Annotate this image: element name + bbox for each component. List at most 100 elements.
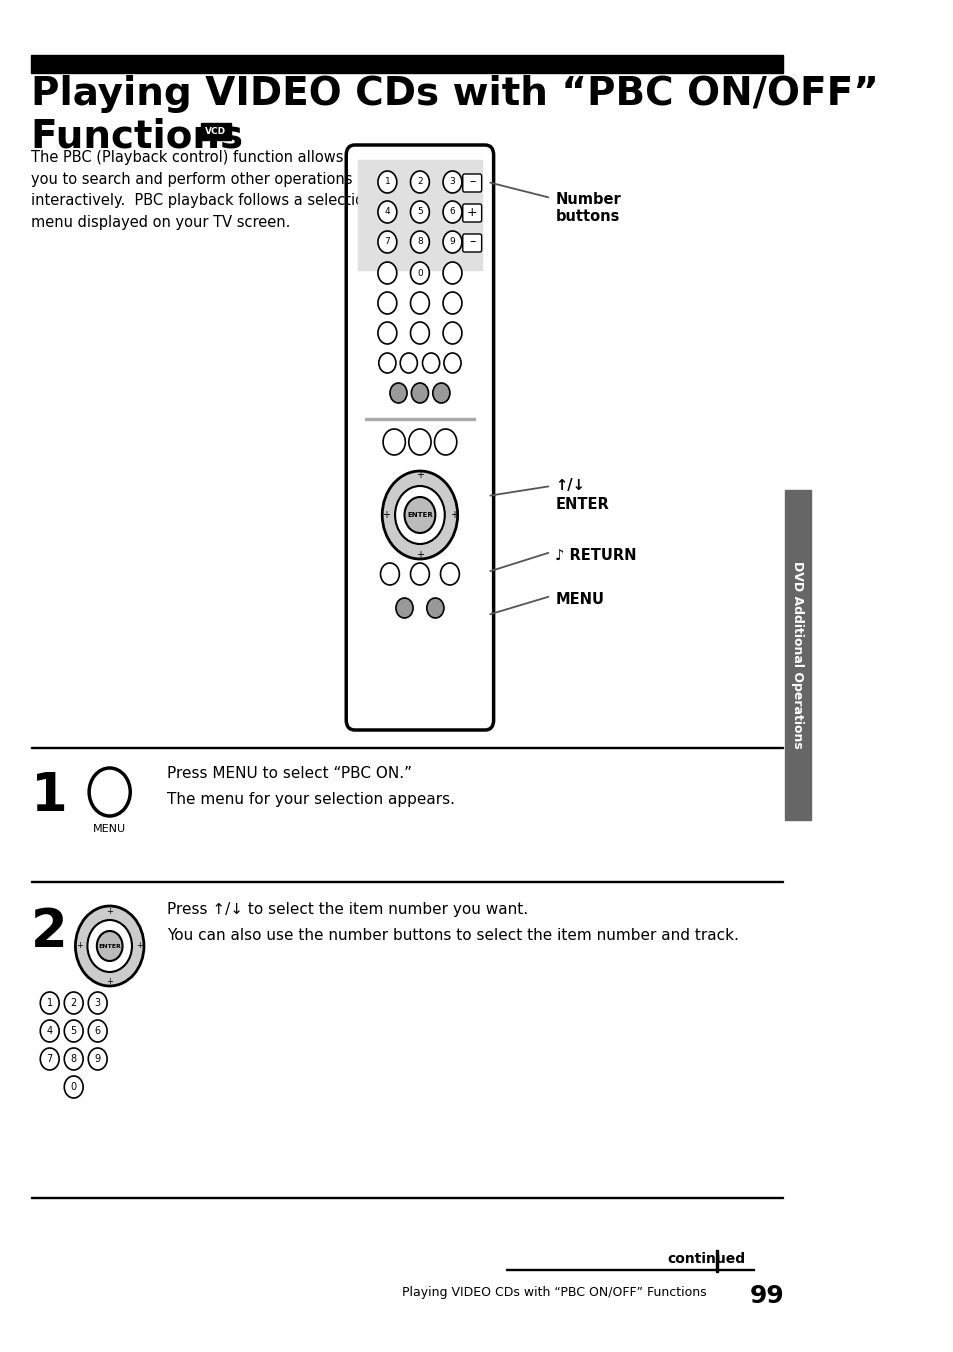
Text: MENU: MENU — [93, 823, 126, 834]
Text: –: – — [469, 176, 475, 188]
Text: 5: 5 — [71, 1026, 77, 1036]
Circle shape — [442, 170, 461, 193]
Text: Playing VIDEO CDs with “PBC ON/OFF” Functions: Playing VIDEO CDs with “PBC ON/OFF” Func… — [401, 1286, 705, 1299]
Circle shape — [377, 170, 396, 193]
Circle shape — [404, 498, 435, 533]
Bar — [30, 55, 782, 73]
Text: 6: 6 — [449, 207, 455, 216]
FancyBboxPatch shape — [346, 145, 493, 730]
Circle shape — [442, 231, 461, 253]
Circle shape — [89, 768, 131, 817]
Bar — [365, 418, 475, 420]
Text: 9: 9 — [94, 1055, 101, 1064]
Circle shape — [377, 201, 396, 223]
Text: 99: 99 — [749, 1284, 783, 1307]
Circle shape — [410, 322, 429, 343]
Text: 7: 7 — [384, 238, 390, 246]
Text: DVD Additional Operations: DVD Additional Operations — [791, 561, 803, 749]
Circle shape — [442, 262, 461, 284]
FancyBboxPatch shape — [462, 234, 481, 251]
Text: 1: 1 — [47, 998, 52, 1009]
Text: VCD: VCD — [205, 127, 226, 135]
FancyBboxPatch shape — [462, 204, 481, 222]
Text: 8: 8 — [416, 238, 422, 246]
Text: 0: 0 — [71, 1082, 76, 1092]
Text: ↑/↓
ENTER: ↑/↓ ENTER — [555, 479, 608, 511]
FancyBboxPatch shape — [462, 174, 481, 192]
Circle shape — [411, 383, 428, 403]
Circle shape — [377, 231, 396, 253]
Circle shape — [377, 322, 396, 343]
Text: 9: 9 — [449, 238, 455, 246]
Text: Press ↑/↓ to select the item number you want.: Press ↑/↓ to select the item number you … — [167, 902, 528, 917]
Bar — [505, 1268, 754, 1270]
Text: +: + — [416, 550, 423, 560]
Circle shape — [40, 1019, 59, 1042]
Circle shape — [383, 429, 405, 456]
Bar — [716, 1251, 717, 1272]
Circle shape — [422, 353, 439, 373]
Text: Press MENU to select “PBC ON.”: Press MENU to select “PBC ON.” — [167, 767, 412, 781]
Circle shape — [88, 919, 132, 972]
Circle shape — [442, 292, 461, 314]
Text: +: + — [466, 206, 477, 219]
Circle shape — [89, 992, 107, 1014]
Circle shape — [440, 562, 458, 585]
Circle shape — [434, 429, 456, 456]
Text: MENU: MENU — [555, 592, 603, 607]
Text: +: + — [381, 510, 389, 521]
Text: continued: continued — [667, 1252, 745, 1265]
Circle shape — [40, 1048, 59, 1069]
Circle shape — [442, 201, 461, 223]
Text: +: + — [136, 941, 143, 950]
Text: ♪ RETURN: ♪ RETURN — [555, 548, 637, 562]
Text: –: – — [469, 235, 475, 249]
Circle shape — [410, 170, 429, 193]
Circle shape — [400, 353, 416, 373]
Circle shape — [64, 1019, 83, 1042]
Circle shape — [390, 383, 407, 403]
Text: You can also use the number buttons to select the item number and track.: You can also use the number buttons to s… — [167, 927, 739, 942]
Text: 6: 6 — [94, 1026, 101, 1036]
Bar — [30, 746, 782, 748]
Text: The PBC (Playback control) function allows
you to search and perform other opera: The PBC (Playback control) function allo… — [30, 150, 373, 230]
Circle shape — [75, 906, 144, 986]
Circle shape — [89, 1048, 107, 1069]
Bar — [784, 489, 810, 821]
Circle shape — [89, 1019, 107, 1042]
Circle shape — [64, 992, 83, 1014]
Circle shape — [380, 562, 399, 585]
Circle shape — [410, 201, 429, 223]
Circle shape — [377, 292, 396, 314]
Text: +: + — [76, 941, 83, 950]
Text: Playing VIDEO CDs with “PBC ON/OFF”: Playing VIDEO CDs with “PBC ON/OFF” — [30, 74, 878, 114]
Circle shape — [97, 932, 122, 961]
Text: The menu for your selection appears.: The menu for your selection appears. — [167, 792, 455, 807]
Text: 1: 1 — [384, 177, 390, 187]
Bar — [30, 1197, 782, 1198]
Text: Functions: Functions — [30, 118, 270, 155]
Text: +: + — [450, 510, 457, 521]
Circle shape — [442, 322, 461, 343]
Circle shape — [378, 353, 395, 373]
Circle shape — [377, 262, 396, 284]
Text: Number
buttons: Number buttons — [555, 192, 620, 224]
Text: 3: 3 — [94, 998, 101, 1009]
Circle shape — [64, 1076, 83, 1098]
Text: +: + — [106, 976, 113, 986]
Text: 5: 5 — [416, 207, 422, 216]
Text: 8: 8 — [71, 1055, 76, 1064]
Circle shape — [410, 562, 429, 585]
Text: 0: 0 — [416, 269, 422, 277]
Text: 1: 1 — [30, 771, 68, 822]
Circle shape — [382, 470, 457, 558]
Circle shape — [40, 992, 59, 1014]
Text: 2: 2 — [30, 906, 68, 959]
Text: ENTER: ENTER — [407, 512, 433, 518]
Bar — [30, 880, 782, 882]
Text: ENTER: ENTER — [98, 944, 121, 949]
Circle shape — [410, 292, 429, 314]
Circle shape — [408, 429, 431, 456]
Text: 2: 2 — [71, 998, 77, 1009]
Circle shape — [410, 262, 429, 284]
